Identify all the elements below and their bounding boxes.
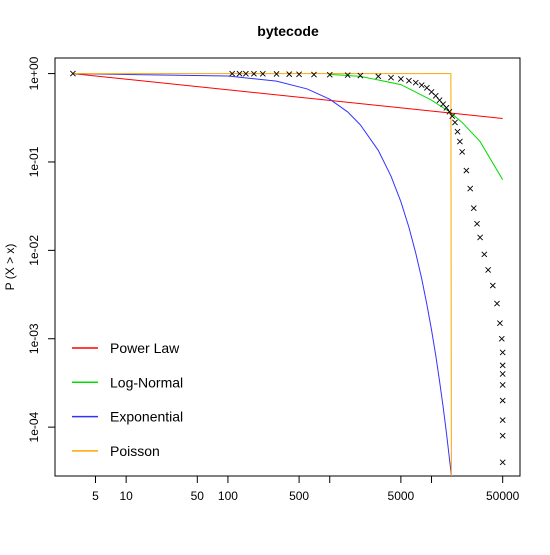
data-point xyxy=(456,138,463,145)
x-tick-label: 100 xyxy=(218,489,238,503)
chart-title: bytecode xyxy=(257,23,319,39)
y-tick-label: 1e-01 xyxy=(27,146,41,177)
y-axis-label: P (X > x) xyxy=(3,244,17,291)
data-point xyxy=(236,70,243,77)
data-point xyxy=(357,72,364,79)
data-point xyxy=(498,335,505,342)
data-point xyxy=(423,84,430,91)
data-point xyxy=(259,70,266,77)
y-tick-label: 1e-04 xyxy=(27,411,41,442)
data-point xyxy=(499,459,506,466)
fit-line xyxy=(72,73,452,476)
data-point xyxy=(499,370,506,377)
data-point xyxy=(470,205,477,212)
x-tick-label: 50 xyxy=(191,489,205,503)
data-point xyxy=(499,382,506,388)
data-point xyxy=(467,185,474,192)
data-point xyxy=(446,108,453,115)
data-point xyxy=(489,282,496,289)
x-tick-label: 10 xyxy=(119,489,133,503)
data-point xyxy=(412,79,419,86)
data-point xyxy=(251,70,257,77)
data-point xyxy=(499,417,506,424)
data-point xyxy=(499,362,506,369)
plot-frame xyxy=(54,57,521,477)
legend-label: Poisson xyxy=(110,443,160,459)
data-point xyxy=(494,300,500,307)
data-point xyxy=(311,71,317,78)
data-point xyxy=(273,71,280,77)
data-point xyxy=(344,72,351,79)
data-point xyxy=(499,397,506,404)
legend-label: Power Law xyxy=(110,340,180,356)
data-point xyxy=(286,71,293,78)
data-point xyxy=(443,104,450,111)
data-point xyxy=(449,113,456,120)
y-tick-label: 1e-03 xyxy=(27,323,41,354)
x-tick-label: 50000 xyxy=(486,489,520,503)
data-point xyxy=(477,234,484,241)
plot-area xyxy=(70,70,506,476)
data-point xyxy=(497,320,503,327)
data-point xyxy=(406,77,412,84)
data-point xyxy=(418,82,425,89)
legend-label: Exponential xyxy=(110,409,183,425)
data-point xyxy=(499,349,506,356)
x-tick-label: 500 xyxy=(289,489,309,503)
legend-label: Log-Normal xyxy=(110,374,183,390)
data-point xyxy=(463,167,470,174)
data-point xyxy=(452,119,458,126)
data-point xyxy=(242,70,249,77)
data-point xyxy=(375,73,382,80)
data-point xyxy=(474,220,480,227)
data-point xyxy=(229,70,236,77)
data-point xyxy=(326,71,333,78)
data-point xyxy=(388,74,394,81)
y-tick-label: 1e-02 xyxy=(27,235,41,266)
data-point xyxy=(454,128,461,135)
x-tick-label: 5 xyxy=(92,489,99,503)
data-point xyxy=(296,71,303,78)
fit-line xyxy=(72,73,503,120)
fit-line xyxy=(329,73,504,180)
data-point xyxy=(459,148,466,155)
x-tick-label: 5000 xyxy=(388,489,415,503)
data-point xyxy=(397,75,404,82)
fit-line xyxy=(72,73,452,476)
data-point xyxy=(70,70,76,77)
data-point xyxy=(499,432,506,439)
data-point xyxy=(481,251,488,258)
y-tick-label: 1e+00 xyxy=(27,56,41,90)
data-point xyxy=(485,267,492,273)
